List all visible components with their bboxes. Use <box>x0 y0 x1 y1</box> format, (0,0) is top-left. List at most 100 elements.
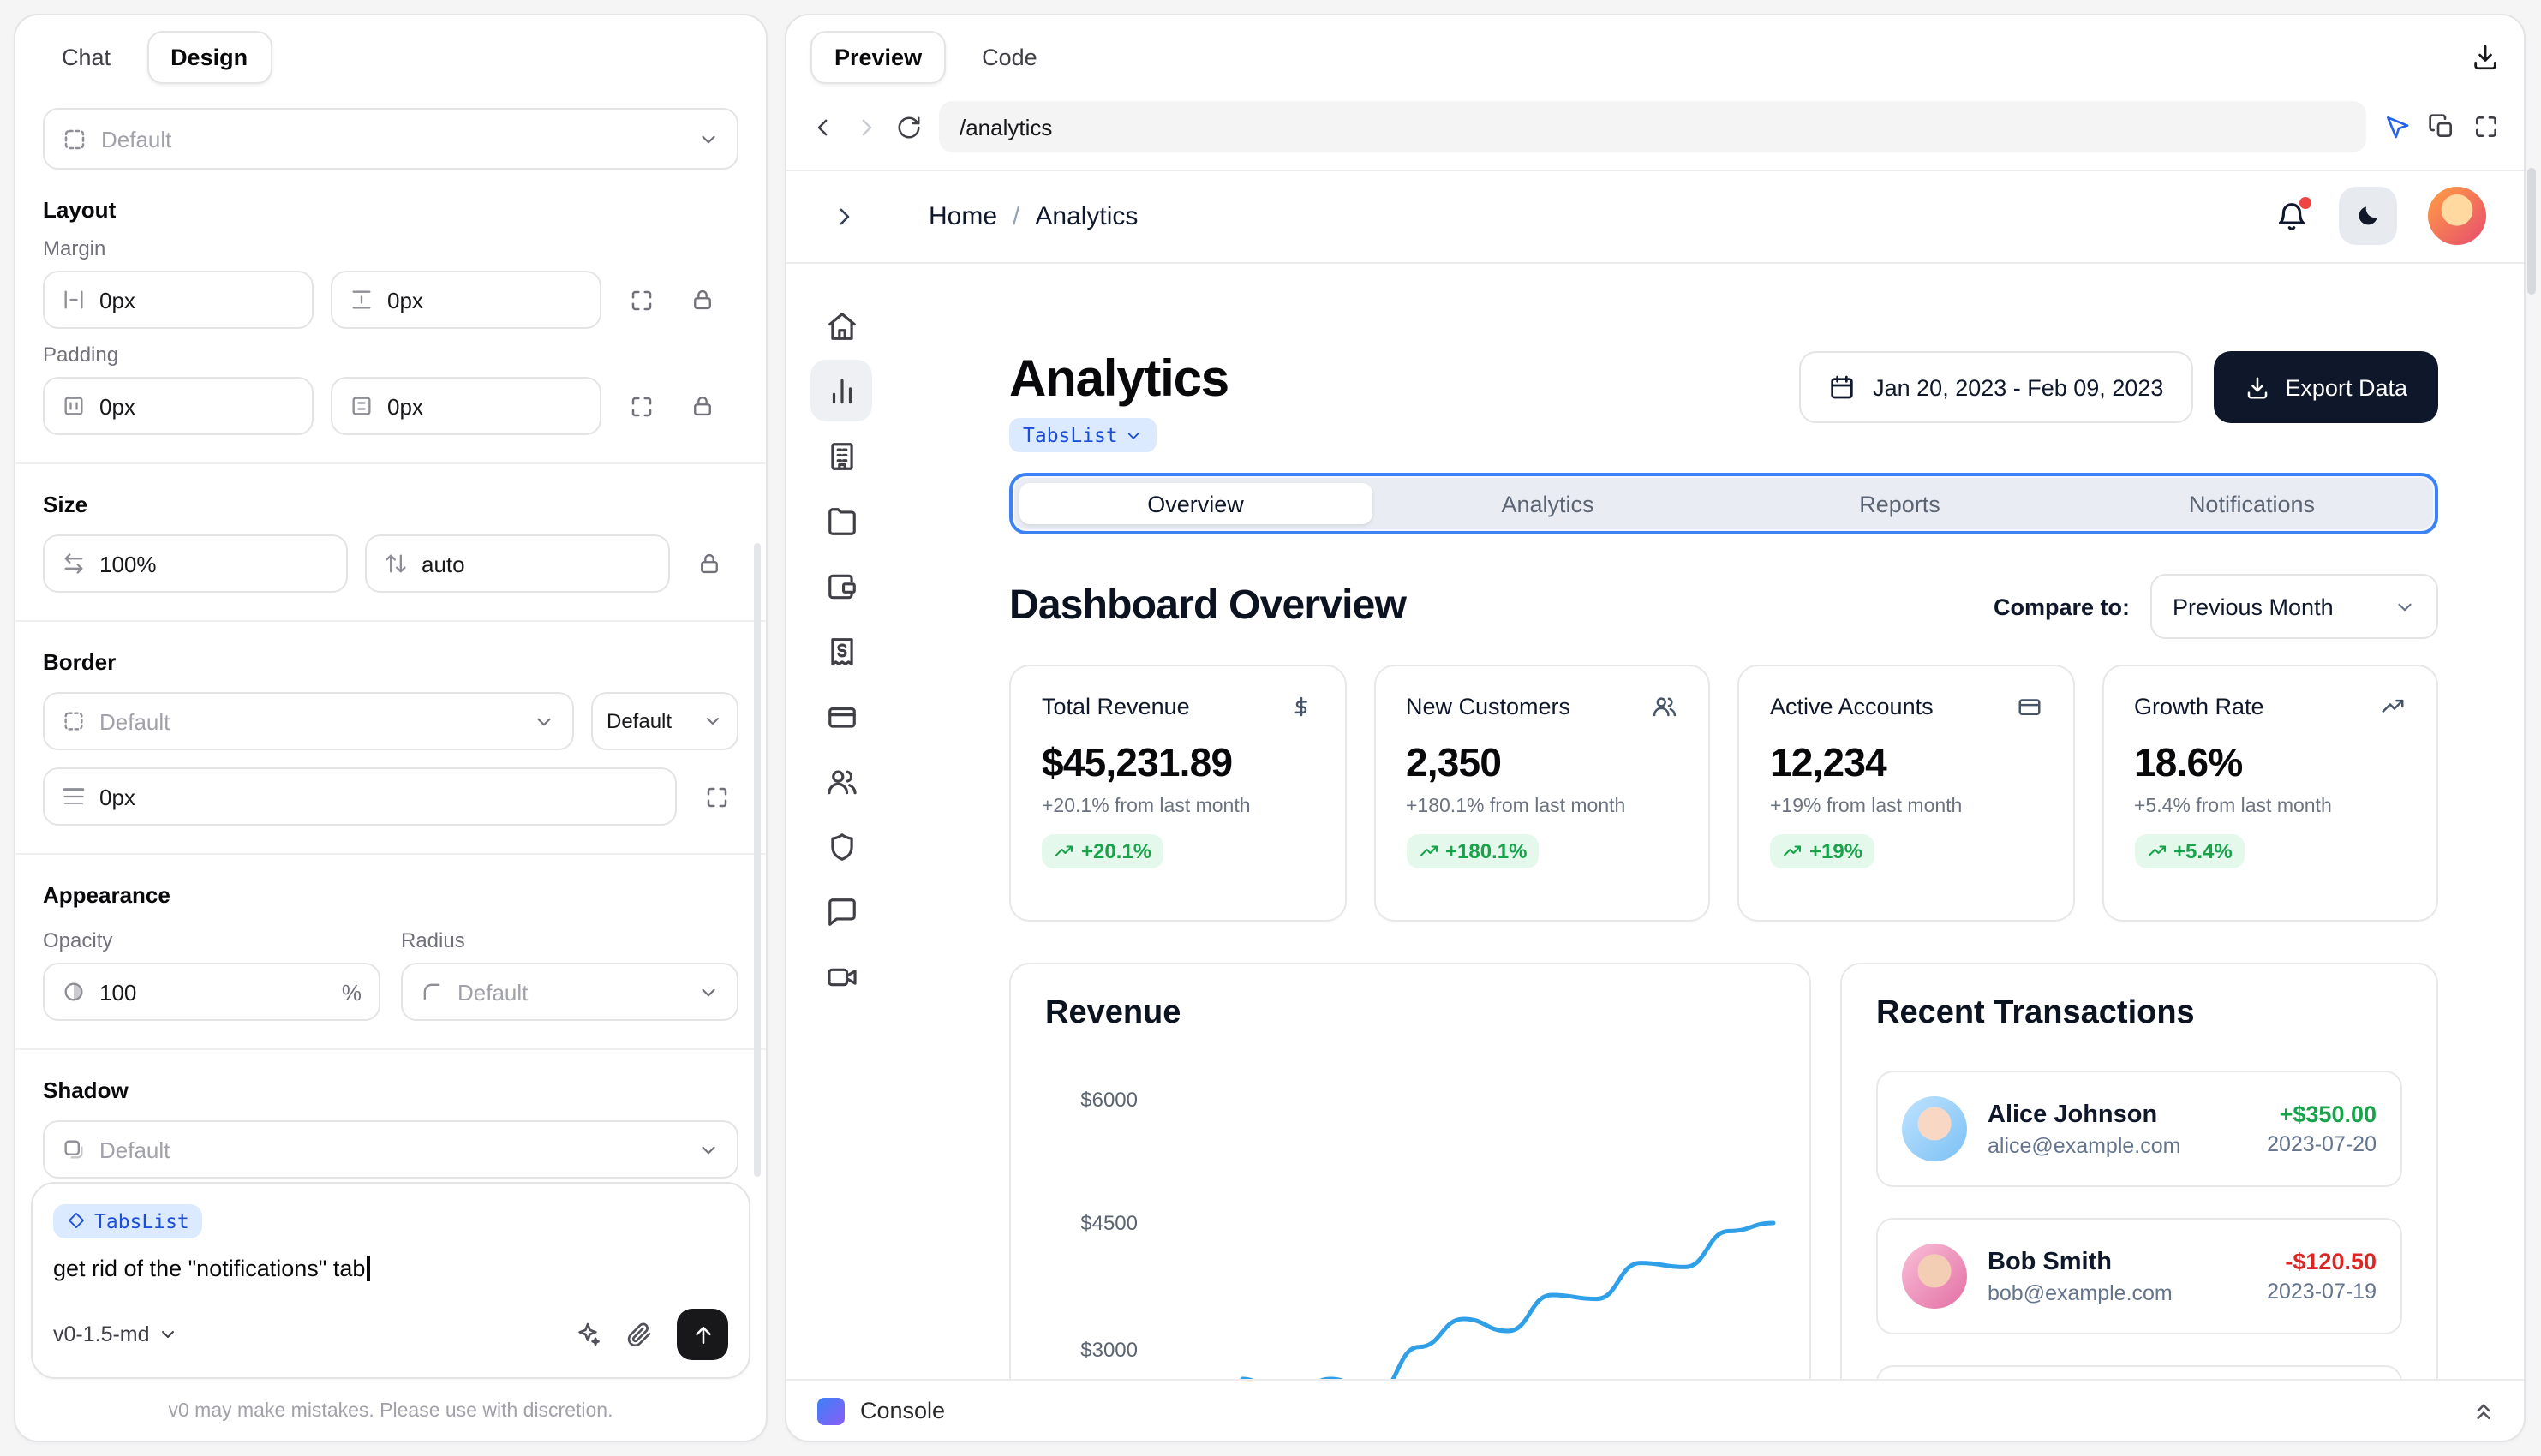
shadow-section-title: Shadow <box>43 1077 129 1103</box>
sidebar-item-users[interactable] <box>810 750 872 812</box>
transaction-date: 2023-07-20 <box>2267 1132 2377 1156</box>
preview-panel-header: Preview Code <box>786 15 2524 92</box>
sidebar-item-organization[interactable] <box>810 425 872 486</box>
sidebar-item-messages[interactable] <box>810 880 872 942</box>
tab-notifications[interactable]: Notifications <box>2188 491 2316 516</box>
trending-up-icon <box>1420 845 1437 856</box>
breadcrumb-current: Analytics <box>1035 201 1139 230</box>
y-tick: $3000 <box>1080 1338 1138 1362</box>
address-bar[interactable]: /analytics <box>939 101 2366 152</box>
size-section-title: Size <box>43 492 88 517</box>
user-avatar[interactable] <box>2428 187 2486 245</box>
shadow-icon <box>64 1140 83 1159</box>
moon-icon <box>2359 206 2377 225</box>
sidebar-item-video[interactable] <box>810 946 872 1007</box>
stats-grid: Total Revenue $45,231.89 +20.1% from las… <box>1009 665 2438 922</box>
back-button[interactable] <box>810 114 836 140</box>
sidebar-item-analytics[interactable] <box>810 360 872 421</box>
inspect-pointer-button[interactable] <box>2383 113 2411 140</box>
margin-y-input[interactable]: 0px <box>331 271 601 329</box>
layout-section-title: Layout <box>43 197 117 223</box>
transaction-amount: +$350.00 <box>2279 1101 2377 1127</box>
margin-lock-button[interactable] <box>680 277 725 322</box>
size-lock-button[interactable] <box>687 541 732 586</box>
browser-toolbar: /analytics <box>786 92 2524 171</box>
tab-reports[interactable]: Reports <box>1859 491 1940 516</box>
sidebar-item-security[interactable] <box>810 815 872 877</box>
shadow-select[interactable]: Default <box>43 1120 738 1179</box>
folder-icon <box>828 507 855 534</box>
dark-mode-toggle[interactable] <box>2339 187 2397 245</box>
component-box-icon <box>64 128 85 149</box>
sidebar-item-invoices[interactable] <box>810 620 872 682</box>
transactions-card-title: Recent Transactions <box>1876 995 2195 1031</box>
paperclip-icon[interactable] <box>625 1321 653 1348</box>
calendar-icon <box>1831 375 1853 399</box>
send-button[interactable] <box>677 1309 728 1360</box>
chevrons-up-icon[interactable] <box>2471 1398 2496 1423</box>
notification-dot <box>2299 196 2311 208</box>
date-range-picker[interactable]: Jan 20, 2023 - Feb 09, 2023 <box>1799 351 2193 423</box>
credit-card-icon <box>828 706 855 727</box>
sidebar-item-projects[interactable] <box>810 490 872 552</box>
prompt-input[interactable]: get rid of the "notifications" tab <box>53 1256 728 1281</box>
component-selector[interactable]: Default <box>43 108 738 170</box>
copy-button[interactable] <box>2428 113 2455 140</box>
border-width-input[interactable]: 0px <box>43 767 677 826</box>
height-input[interactable]: auto <box>365 534 670 593</box>
sidebar-toggle-button[interactable] <box>831 203 857 229</box>
download-button[interactable] <box>2471 43 2500 72</box>
margin-x-input[interactable]: 0px <box>43 271 314 329</box>
breadcrumb-home[interactable]: Home <box>929 201 998 230</box>
padding-y-input[interactable]: 0px <box>331 377 601 435</box>
sidebar-item-wallet[interactable] <box>810 555 872 617</box>
stat-card-active-accounts[interactable]: Active Accounts 12,234 +19% from last mo… <box>1737 665 2074 922</box>
tab-overview[interactable]: Overview <box>1019 483 1372 524</box>
design-panel-scrollbar[interactable] <box>754 543 761 1177</box>
tab-code[interactable]: Code <box>982 45 1037 70</box>
stat-card-growth-rate[interactable]: Growth Rate 18.6% +5.4% from last month … <box>2102 665 2438 922</box>
page-scrollbar[interactable] <box>2527 168 2536 295</box>
transaction-row[interactable]: Alice Johnson alice@example.com +$350.00… <box>1876 1071 2402 1187</box>
stat-card-new-customers[interactable]: New Customers 2,350 +180.1% from last mo… <box>1373 665 1710 922</box>
preview-panel: Preview Code /analytics Home / <box>785 14 2526 1442</box>
padding-lock-button[interactable] <box>680 384 725 428</box>
component-diamond-icon <box>69 1213 84 1228</box>
transaction-row[interactable]: Bob Smith bob@example.com -$120.50 2023-… <box>1876 1218 2402 1334</box>
chevron-down-icon <box>537 717 551 725</box>
wallet-icon <box>828 573 855 599</box>
sidebar-item-home[interactable] <box>810 295 872 356</box>
stat-card-total-revenue[interactable]: Total Revenue $45,231.89 +20.1% from las… <box>1009 665 1346 922</box>
revenue-chart-line <box>1240 1220 1776 1379</box>
tab-analytics[interactable]: Analytics <box>1501 491 1594 516</box>
prompt-composer[interactable]: TabsList get rid of the "notifications" … <box>31 1181 750 1379</box>
sidebar-item-payments[interactable] <box>810 685 872 747</box>
margin-expand-button[interactable] <box>619 277 663 322</box>
border-expand-button[interactable] <box>694 774 738 819</box>
model-select[interactable]: v0-1.5-md <box>53 1322 179 1346</box>
export-data-button[interactable]: Export Data <box>2213 351 2438 423</box>
padding-y-icon <box>352 397 371 415</box>
opacity-input[interactable]: 100 % <box>43 963 380 1021</box>
forward-button[interactable] <box>853 114 879 140</box>
radius-select[interactable]: Default <box>401 963 738 1021</box>
padding-x-input[interactable]: 0px <box>43 377 314 435</box>
notifications-button[interactable] <box>2275 196 2311 232</box>
console-bar[interactable]: Console <box>786 1379 2524 1441</box>
border-style-select[interactable]: Default <box>43 692 574 750</box>
refresh-button[interactable] <box>896 114 922 140</box>
tab-preview[interactable]: Preview <box>810 31 947 84</box>
tab-chat[interactable]: Chat <box>62 45 111 70</box>
tab-design[interactable]: Design <box>146 31 272 84</box>
border-color-select[interactable]: Default <box>591 692 738 750</box>
selected-component-chip[interactable]: TabsList <box>53 1203 203 1238</box>
compare-select[interactable]: Previous Month <box>2150 574 2438 639</box>
width-input[interactable]: 100% <box>43 534 348 593</box>
chevron-down-icon <box>707 718 719 725</box>
sparkles-icon[interactable] <box>574 1321 601 1348</box>
opacity-icon <box>64 982 83 1001</box>
selection-chip[interactable]: TabsList <box>1009 418 1157 452</box>
padding-expand-button[interactable] <box>619 384 663 428</box>
fullscreen-button[interactable] <box>2472 113 2500 140</box>
